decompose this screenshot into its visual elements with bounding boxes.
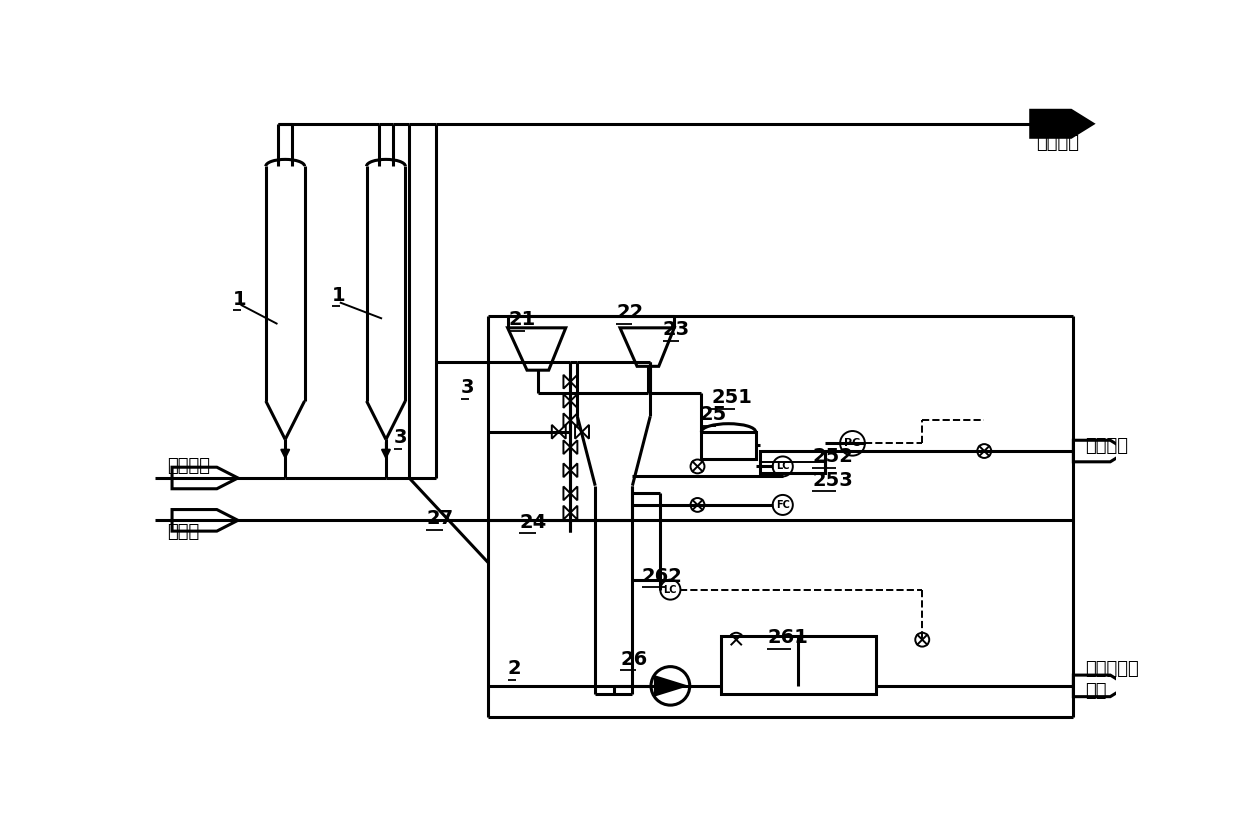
Text: 原料油回焉
系统: 原料油回焉 系统	[1085, 659, 1138, 700]
Text: 反应产物: 反应产物	[1037, 134, 1079, 152]
Text: 3: 3	[461, 378, 475, 397]
Text: 26: 26	[620, 650, 647, 669]
Bar	[702, 432, 755, 459]
Text: 23: 23	[662, 320, 689, 340]
Text: 261: 261	[768, 628, 808, 648]
Text: PC: PC	[844, 438, 861, 448]
Text: 21: 21	[508, 310, 536, 330]
Text: 25: 25	[699, 405, 727, 424]
Bar	[720, 636, 875, 694]
Text: 251: 251	[712, 388, 753, 407]
Polygon shape	[655, 676, 686, 696]
Text: 27: 27	[427, 509, 454, 528]
Bar	[759, 451, 826, 472]
Text: 1: 1	[233, 289, 246, 309]
Polygon shape	[1030, 110, 1092, 138]
Text: 冲洗油: 冲洗油	[166, 523, 198, 541]
Text: 253: 253	[812, 471, 853, 489]
Text: 24: 24	[520, 513, 547, 532]
Text: 火苧系统: 火苧系统	[1085, 436, 1128, 455]
Text: 1: 1	[332, 286, 345, 305]
Text: LC: LC	[663, 585, 677, 595]
Text: LC: LC	[776, 461, 790, 472]
Text: FC: FC	[776, 500, 790, 510]
Text: 22: 22	[616, 304, 644, 322]
Text: 反应进料: 反应进料	[166, 457, 210, 476]
Text: 262: 262	[642, 567, 682, 586]
Text: 252: 252	[812, 447, 853, 466]
Text: 2: 2	[507, 659, 521, 678]
Text: 3: 3	[394, 428, 407, 447]
